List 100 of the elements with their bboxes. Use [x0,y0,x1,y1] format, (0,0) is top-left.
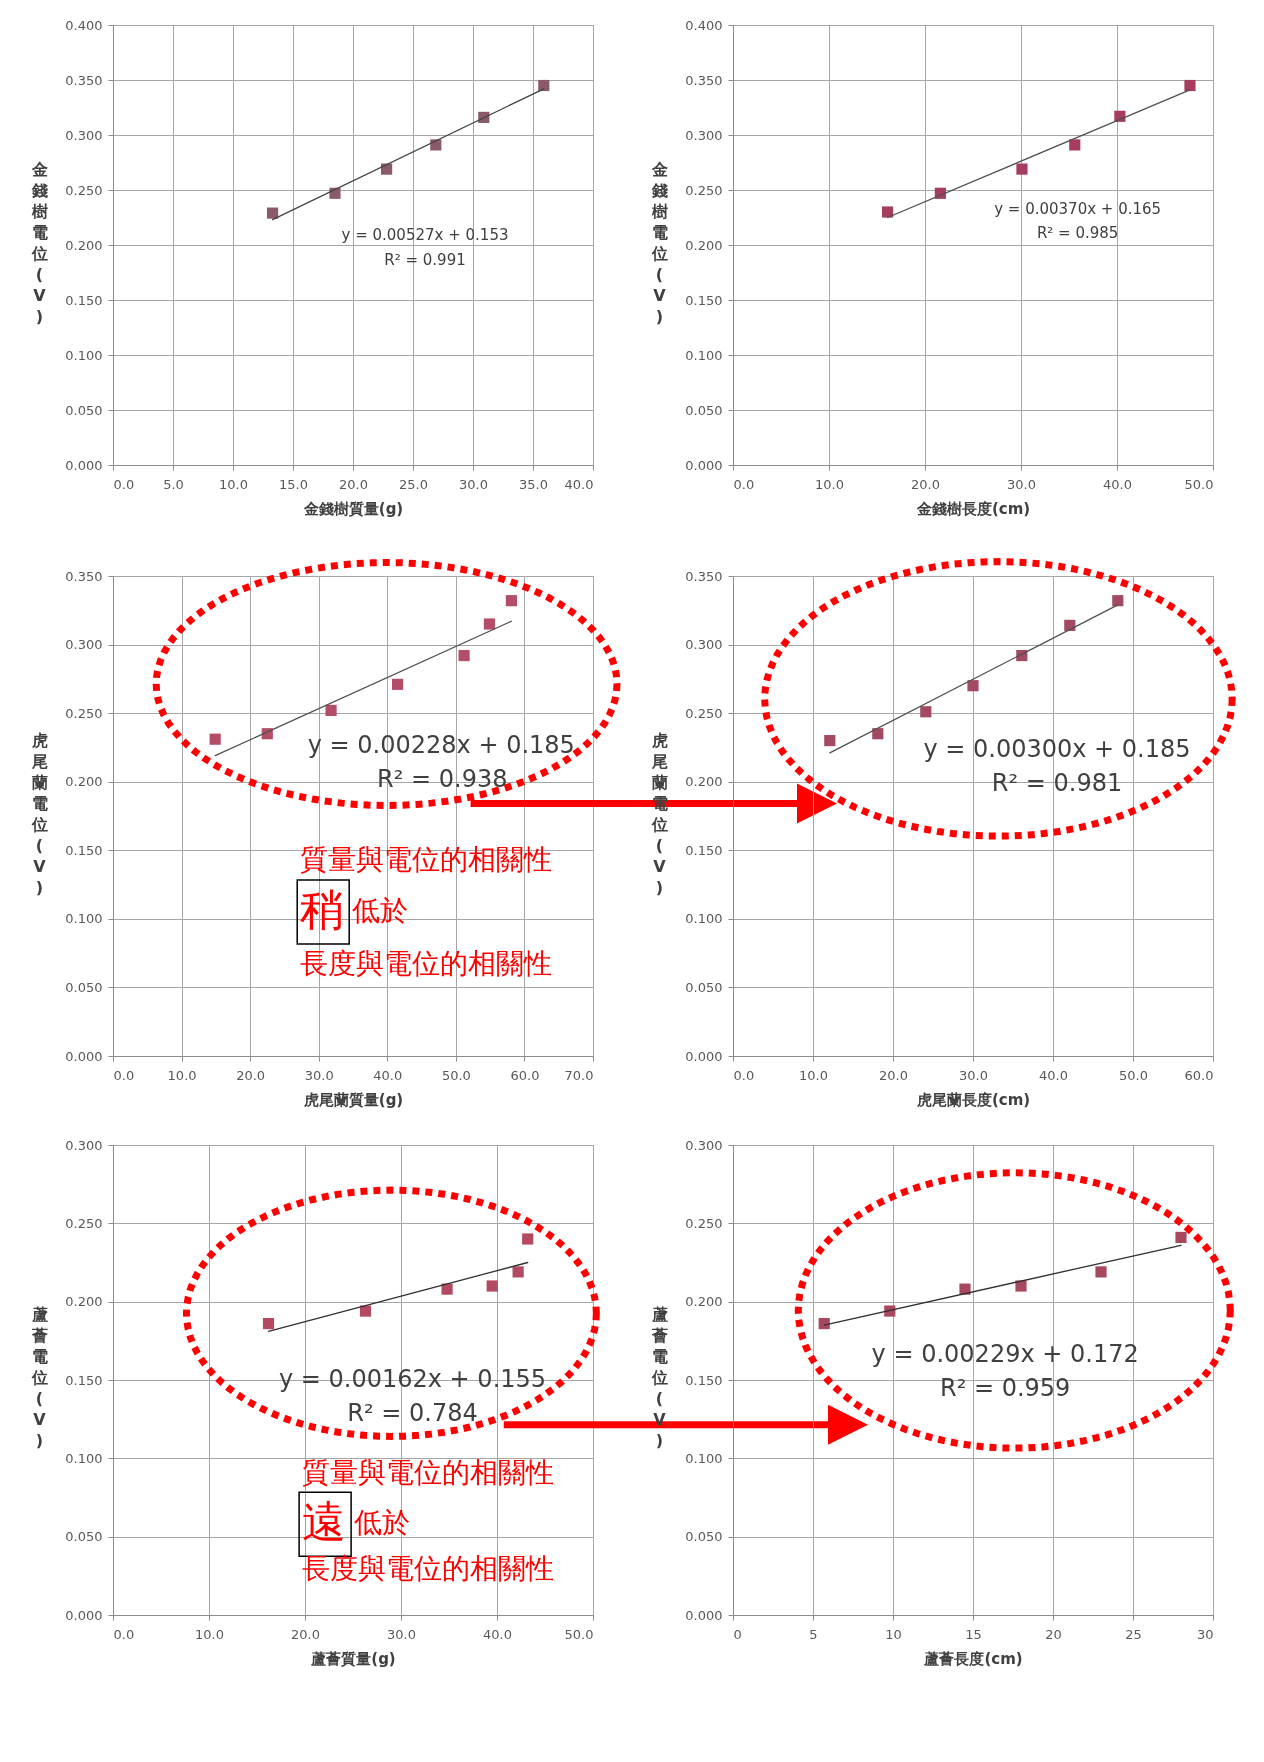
x-tick-label: 25 [1125,1626,1142,1642]
y-tick-label: 0.200 [685,774,723,790]
annotation: y = 0.00229x + 0.172 [871,1340,1139,1369]
x-tick-label: 30.0 [304,1067,334,1083]
annotation: R² = 0.784 [347,1399,478,1428]
x-tick-label: 35.0 [519,476,548,492]
x-axis-title: 虎尾蘭長度(cm) [915,1090,1031,1109]
x-tick-label: 5 [809,1626,818,1642]
y-tick-label: 0.150 [685,842,723,858]
y-tick-label: 0.150 [685,292,723,308]
x-tick-label: 0.0 [113,476,135,492]
x-tick-label: 30.0 [959,1067,988,1083]
annotation: R² = 0.985 [1036,223,1119,242]
point [1175,1231,1187,1244]
x-tick-label: 10.0 [195,1626,224,1642]
x-tick-label: 0.0 [733,1067,755,1083]
x-tick-label: 40.0 [1039,1067,1068,1083]
annotation: 長度與電位的相關性 [300,947,553,981]
x-tick-label: 60.0 [1184,1067,1214,1083]
x-tick-label: 40.0 [1103,476,1132,492]
y-axis-title: 蘆薈電位(V) [30,1305,48,1450]
y-tick-label: 0.300 [65,1137,103,1153]
x-tick-label: 60.0 [510,1067,540,1083]
y-tick-label: 0.250 [65,182,103,198]
x-tick-label: 50.0 [564,1626,594,1642]
x-axis-title: 金錢樹質量(g) [302,499,404,518]
annotation: 長度與電位的相關性 [302,1552,555,1586]
annotation: R² = 0.981 [991,769,1123,798]
y-tick-label: 0.400 [685,17,723,33]
annotation: y = 0.00527x + 0.153 [341,226,509,245]
annotation: 低於 [352,894,409,927]
y-tick-label: 0.050 [685,402,723,418]
y-tick-label: 0.000 [65,1048,103,1064]
y-tick-label: 0.150 [65,842,103,858]
x-tick-label: 40.0 [373,1067,403,1083]
annotation: y = 0.00300x + 0.185 [923,735,1191,764]
x-tick-label: 20.0 [339,476,368,492]
y-tick-label: 0.050 [685,1529,723,1545]
annotation: R² = 0.959 [939,1374,1071,1403]
y-tick-label: 0.350 [685,72,723,88]
y-tick-label: 0.350 [65,72,103,88]
x-tick-label: 30.0 [1007,476,1036,492]
y-tick-label: 0.150 [65,292,103,308]
y-tick-label: 0.100 [685,1450,723,1466]
x-tick-label: 50.0 [441,1067,471,1083]
annotation: 質量與電位的相關性 [302,1456,555,1489]
y-tick-label: 0.350 [65,568,103,584]
y-tick-label: 0.000 [685,1607,723,1623]
y-axis-title: 虎尾蘭電位(V) [30,730,48,897]
x-tick-label: 5.0 [163,476,184,492]
x-tick-label: 10.0 [815,476,844,492]
annotation: 稍 [300,884,345,935]
y-tick-label: 0.300 [685,1137,723,1153]
y-tick-label: 0.200 [65,1294,103,1310]
x-tick-label: 20 [1045,1626,1062,1642]
x-tick-label: 40.0 [483,1626,512,1642]
x-tick-label: 40.0 [564,476,594,492]
y-tick-label: 0.300 [65,637,103,653]
y-tick-label: 0.250 [65,705,103,721]
annotation: y = 0.00228x + 0.185 [307,730,575,759]
y-tick-label: 0.100 [65,347,103,363]
y-tick-label: 0.250 [65,1215,103,1231]
annotation: R² = 0.938 [377,765,508,794]
x-tick-label: 15.0 [279,476,308,492]
x-tick-label: 20.0 [911,476,940,492]
x-axis-title: 金錢樹長度(cm) [915,499,1031,518]
y-axis-title: 金錢樹電位(V) [650,159,668,326]
y-tick-label: 0.300 [685,127,723,143]
x-tick-label: 0.0 [113,1626,135,1642]
y-tick-label: 0.300 [65,127,103,143]
x-tick-label: 10 [885,1626,902,1642]
y-tick-label: 0.000 [65,1607,103,1623]
y-tick-label: 0.100 [685,347,723,363]
x-tick-label: 10.0 [167,1067,197,1083]
y-tick-label: 0.200 [685,237,723,253]
x-tick-label: 0 [733,1626,742,1642]
x-tick-label: 30.0 [387,1626,416,1642]
annotation: 質量與電位的相關性 [300,843,553,877]
annotation: 低於 [354,1506,411,1540]
x-tick-label: 30.0 [459,476,488,492]
x-tick-label: 20.0 [291,1626,320,1642]
annotation: y = 0.00162x + 0.155 [278,1365,547,1393]
x-axis-title: 虎尾蘭質量(g) [302,1090,404,1109]
y-tick-label: 0.050 [65,979,103,995]
y-tick-label: 0.200 [65,237,103,253]
x-tick-label: 50.0 [1119,1067,1148,1083]
y-tick-label: 0.100 [65,1450,103,1466]
x-axis-title: 蘆薈質量(g) [310,1649,396,1668]
y-tick-label: 0.050 [65,402,103,418]
y-tick-label: 0.250 [685,182,723,198]
x-tick-label: 20.0 [879,1067,908,1083]
y-tick-label: 0.100 [685,911,723,927]
annotation: R² = 0.991 [384,251,466,270]
x-axis-title: 蘆薈長度(cm) [923,1649,1023,1668]
point [1095,1266,1107,1278]
y-tick-label: 0.300 [685,637,723,653]
y-tick-label: 0.150 [65,1372,103,1388]
x-tick-label: 0.0 [113,1067,135,1083]
x-tick-label: 15 [965,1626,982,1642]
y-tick-label: 0.200 [65,774,103,790]
